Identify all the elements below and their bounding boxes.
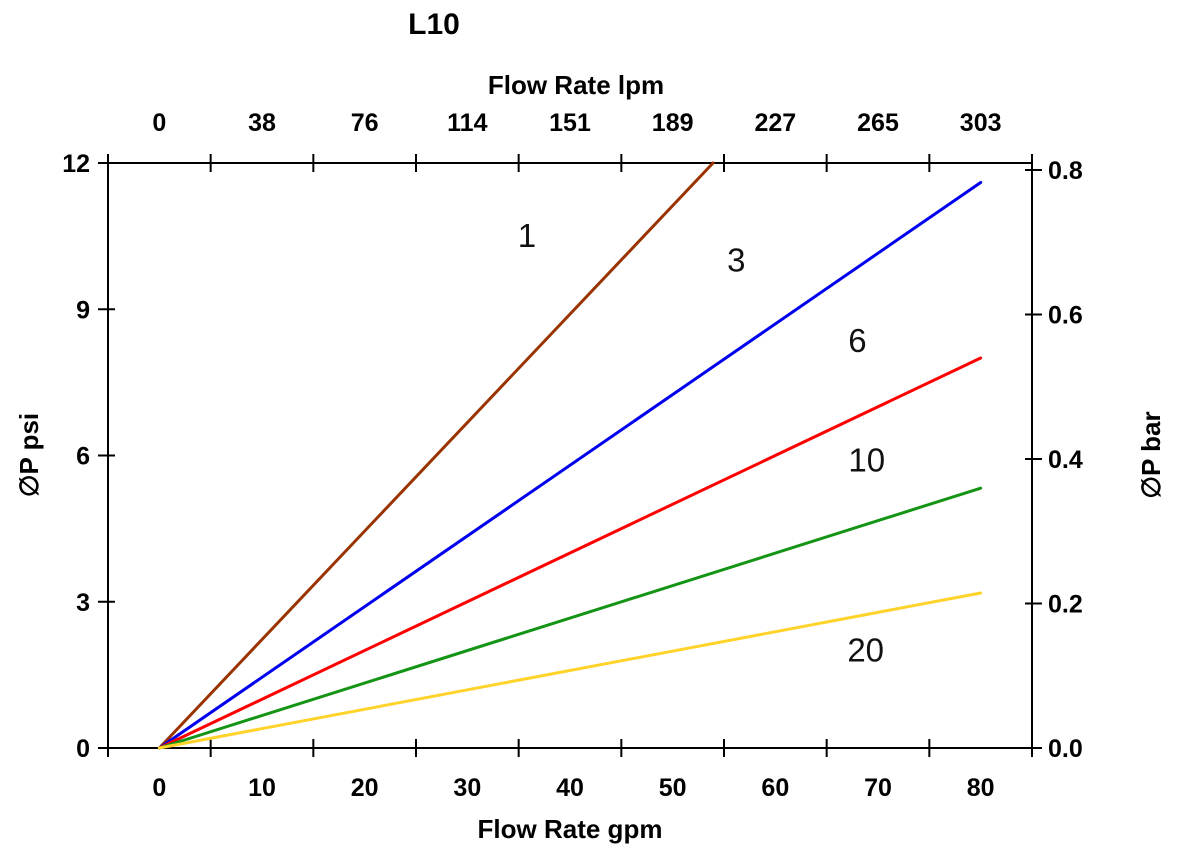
series-label-1: 1 — [518, 217, 536, 254]
top-axis-tick-label: 76 — [351, 109, 379, 137]
left-axis-tick-label: 3 — [76, 589, 90, 617]
bottom-axis-tick-label: 20 — [351, 774, 379, 802]
right-axis-tick-label: 0.4 — [1048, 446, 1083, 474]
series-line-1 — [157, 161, 715, 750]
series-label-6: 6 — [848, 322, 866, 359]
right-axis-tick-label: 0.8 — [1048, 157, 1083, 185]
series-label-10: 10 — [848, 441, 885, 478]
top-axis-title: Flow Rate lpm — [488, 70, 664, 100]
series-label-3: 3 — [727, 242, 745, 279]
left-axis-title: ∅P psi — [14, 413, 44, 497]
bottom-axis-tick-label: 80 — [967, 774, 995, 802]
left-axis-tick-label: 9 — [76, 296, 90, 324]
series-label-20: 20 — [847, 632, 884, 669]
top-axis-tick-label: 0 — [152, 109, 166, 137]
top-axis-tick-label: 151 — [549, 109, 591, 137]
bottom-axis-title: Flow Rate gpm — [478, 814, 663, 844]
bottom-axis-tick-label: 70 — [864, 774, 892, 802]
top-axis-tick-label: 265 — [857, 109, 899, 137]
right-axis-title: ∅P bar — [1136, 411, 1166, 498]
bottom-axis-tick-label: 30 — [453, 774, 481, 802]
right-axis-tick-label: 0.0 — [1048, 735, 1083, 763]
top-axis-tick-label: 38 — [248, 109, 276, 137]
top-axis-tick-label: 114 — [447, 109, 487, 137]
bottom-axis-tick-label: 60 — [761, 774, 789, 802]
chart-title: L10 — [408, 8, 460, 41]
series-line-20 — [157, 591, 983, 750]
left-axis-tick-label: 6 — [76, 443, 90, 471]
bottom-axis-tick-label: 0 — [152, 774, 166, 802]
series-line-3 — [157, 181, 983, 750]
bottom-axis-tick-label: 50 — [659, 774, 687, 802]
right-axis-tick-label: 0.6 — [1048, 302, 1083, 330]
left-axis-tick-label: 0 — [76, 735, 90, 763]
top-axis-tick-label: 227 — [754, 109, 796, 137]
plot-spines — [107, 162, 1033, 749]
series-line-6 — [157, 356, 983, 750]
bottom-axis-tick-label: 40 — [556, 774, 584, 802]
top-axis-tick-label: 189 — [652, 109, 694, 137]
series-line-10 — [157, 486, 983, 750]
bottom-axis-tick-label: 10 — [248, 774, 276, 802]
left-axis-tick-label: 12 — [62, 150, 90, 178]
top-axis-tick-label: 303 — [960, 109, 1002, 137]
right-axis-tick-label: 0.2 — [1048, 591, 1083, 619]
